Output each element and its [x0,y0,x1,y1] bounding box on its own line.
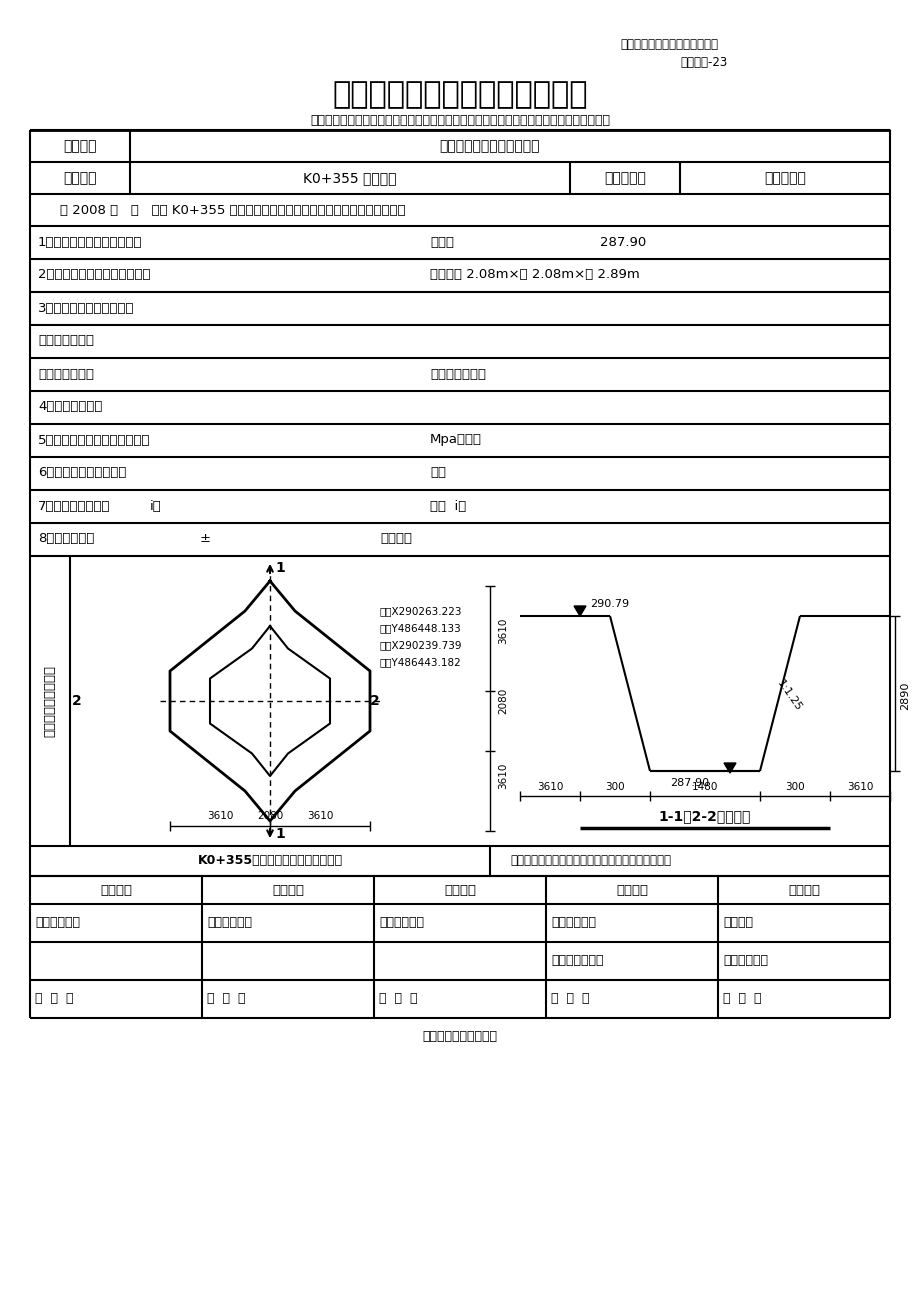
Text: 7、沟道纵坡设计：: 7、沟道纵坡设计： [38,500,110,513]
Text: 总监理工程师：: 总监理工程师： [550,954,603,967]
Text: 建设单位: 建设单位 [100,884,131,897]
Text: 监理工程师：: 监理工程师： [550,917,596,930]
Text: 287.90: 287.90 [669,779,709,788]
Text: 工程部位: 工程部位 [63,171,96,185]
Text: 1:1.25: 1:1.25 [774,678,802,713]
Text: 实际  i＝: 实际 i＝ [429,500,466,513]
Text: 实际: 实际 [429,466,446,479]
Text: 3610: 3610 [497,763,507,789]
Text: 基础坑槽隐蔽工程检查验收记录: 基础坑槽隐蔽工程检查验收记录 [332,81,587,109]
Text: 1-1（2-2）断面图: 1-1（2-2）断面图 [658,809,751,823]
Text: 地质分层情况：: 地质分层情况： [38,335,94,348]
Text: 于 2008 年   月   日对 K0+355 处左右侧电力井基坑（槽、桩孔）检查结果如下：: 于 2008 年 月 日对 K0+355 处左右侧电力井基坑（槽、桩孔）检查结果… [60,203,405,216]
Text: 1: 1 [275,561,285,575]
Text: 3610: 3610 [207,811,233,822]
Text: 构筑物名称: 构筑物名称 [604,171,645,185]
Text: 工程名称: 工程名称 [63,139,96,154]
Text: 6、沟道流水断面设计：: 6、沟道流水断面设计： [38,466,126,479]
Text: 2: 2 [369,694,380,708]
Text: 年  月  日: 年 月 日 [207,992,245,1005]
Text: 渝市政竣-23: 渝市政竣-23 [679,56,726,69]
Text: 李渡新区道路工程环三大道: 李渡新区道路工程环三大道 [439,139,539,154]
Text: 年  月  日: 年 月 日 [550,992,589,1005]
Text: 重庆市城市建设档案局: 重庆市城市建设档案局 [422,1030,497,1043]
Text: 右侧X290239.739: 右侧X290239.739 [380,641,462,650]
Text: i＝: i＝ [150,500,162,513]
Text: 专业负责人：: 专业负责人： [207,917,252,930]
Text: 现场负责人：: 现场负责人： [35,917,80,930]
Text: 3610: 3610 [497,618,507,644]
Text: ±: ± [199,533,210,546]
Text: 5、地基土壤承载力，设计要求: 5、地基土壤承载力，设计要求 [38,434,151,447]
Text: 300: 300 [605,783,624,792]
Text: 左侧X290263.223: 左侧X290263.223 [380,605,462,616]
Text: 1480: 1480 [691,783,718,792]
Text: 1: 1 [275,827,285,841]
Text: 实际嵌岩深度：: 实际嵌岩深度： [429,367,485,380]
Polygon shape [573,605,585,616]
Text: 实际：: 实际： [429,236,453,249]
Text: 2080: 2080 [497,687,507,713]
Text: 左侧Y486448.133: 左侧Y486448.133 [380,622,461,633]
Text: 右侧Y486443.182: 右侧Y486443.182 [380,658,461,667]
Text: 年  月  日: 年 月 日 [35,992,74,1005]
Text: 地勘单位: 地勘单位 [444,884,475,897]
Text: 技术负责人：: 技术负责人： [722,954,767,967]
Text: 2890: 2890 [899,682,909,710]
Text: 2: 2 [72,694,82,708]
Text: （桥梁墩、台、涵洞、挡土墙及水池、下水道、高杆灯基础等构筑物的基坑、基槽、桩孔）: （桥梁墩、台、涵洞、挡土墙及水池、下水道、高杆灯基础等构筑物的基坑、基槽、桩孔） [310,113,609,126]
Text: 8、轴线偏差：: 8、轴线偏差： [38,533,95,546]
Text: 隐蔽部位断面示意图: 隐蔽部位断面示意图 [43,665,56,737]
Text: 说明：本图尺寸除高程以米计外，其余均以毫米计。: 说明：本图尺寸除高程以米计外，其余均以毫米计。 [509,854,670,867]
Text: 1、基底（孔底）设计标高：: 1、基底（孔底）设计标高： [38,236,142,249]
Text: 技术负责人：: 技术负责人： [379,917,424,930]
Text: Mpa，实际: Mpa，实际 [429,434,482,447]
Text: 287.90: 287.90 [599,236,645,249]
Text: 2080: 2080 [256,811,283,822]
Text: K0+355处左右侧电力井开挖平面图: K0+355处左右侧电力井开挖平面图 [198,854,342,867]
Text: 质检员：: 质检员： [722,917,752,930]
Text: 年  月  日: 年 月 日 [722,992,761,1005]
Text: 290.79: 290.79 [589,599,629,609]
Text: K0+355 处左右侧: K0+355 处左右侧 [303,171,396,185]
Text: 年  月  日: 年 月 日 [379,992,417,1005]
Text: 4、地下水情况：: 4、地下水情况： [38,401,102,414]
Text: 垂直度：: 垂直度： [380,533,412,546]
Text: 实际：长 2.08m×宽 2.08m×高 2.89m: 实际：长 2.08m×宽 2.08m×高 2.89m [429,268,639,281]
Text: 设计嵌岩深度：: 设计嵌岩深度： [38,367,94,380]
Text: 设计单位: 设计单位 [272,884,303,897]
Text: 2、基坑（槽、孔）设计尺寸：: 2、基坑（槽、孔）设计尺寸： [38,268,151,281]
Text: 3610: 3610 [306,811,333,822]
Text: 3610: 3610 [845,783,872,792]
Text: 300: 300 [784,783,804,792]
Text: 监理单位: 监理单位 [616,884,647,897]
Text: 施工单位: 施工单位 [788,884,819,897]
Polygon shape [723,763,735,773]
Text: 3、基底（孔底）地质为：: 3、基底（孔底）地质为： [38,302,134,315]
Text: 重庆建设工程质量监督总站监制: 重庆建设工程质量监督总站监制 [619,39,717,52]
Text: 3610: 3610 [536,783,562,792]
Text: 电力井开挖: 电力井开挖 [764,171,805,185]
